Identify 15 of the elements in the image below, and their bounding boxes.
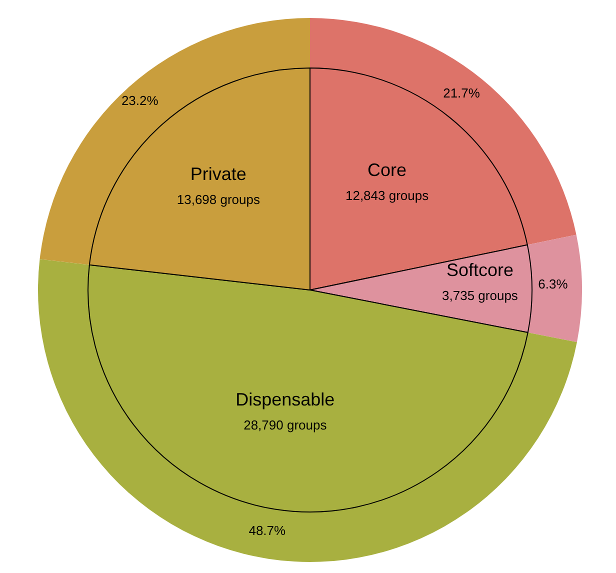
- text: 21.7%: [443, 86, 480, 101]
- data-label: 3,735 groups: [442, 288, 518, 303]
- text: 6.3%: [538, 276, 568, 292]
- data-label: 28,790 groups: [244, 417, 328, 432]
- data-label: 12,843 groups: [345, 188, 430, 204]
- pie-slice: [38, 259, 577, 562]
- text: 48.7%: [248, 523, 286, 538]
- text: 23.2%: [121, 92, 158, 108]
- pie-slice: [310, 18, 576, 290]
- data-label: 13,698 groups: [176, 192, 261, 208]
- slice-label: Dispensable: [236, 389, 335, 410]
- slice-label: Softcore: [446, 260, 514, 280]
- slice-label: Private: [190, 164, 246, 184]
- pie-slice: [40, 18, 310, 290]
- slice-label: Core: [368, 160, 407, 180]
